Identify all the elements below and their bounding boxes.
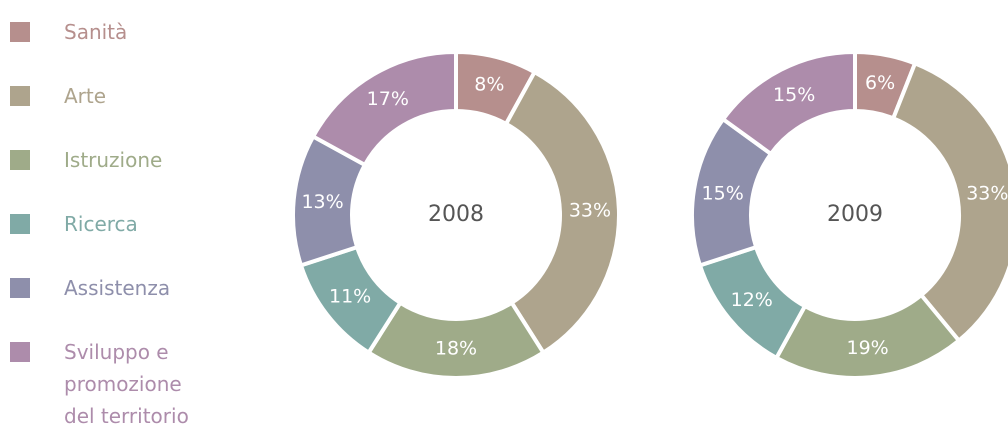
donut-slice: [890, 60, 1008, 344]
legend-swatch: [10, 342, 30, 362]
legend-swatch: [10, 150, 30, 170]
slice-label: 8%: [474, 74, 504, 96]
slice-label: 17%: [367, 88, 409, 110]
legend-item: Sanità: [0, 16, 240, 80]
slice-label: 13%: [301, 191, 343, 213]
legend-item: Ricerca: [0, 208, 240, 272]
legend-label: Istruzione: [64, 148, 163, 172]
legend-label: Sviluppo e promozione del territorio: [64, 340, 189, 428]
legend-label: Arte: [64, 84, 107, 108]
slice-label: 6%: [865, 72, 895, 94]
slice-label: 19%: [846, 337, 888, 359]
legend-swatch: [10, 214, 30, 234]
legend-label: Ricerca: [64, 212, 138, 236]
donut-slice: [310, 49, 458, 168]
donut-slice: [720, 49, 857, 157]
slice-label: 15%: [773, 84, 815, 106]
legend-item: Sviluppo e promozione del territorio: [0, 336, 240, 428]
slice-label: 18%: [435, 338, 477, 360]
slice-label: 33%: [569, 199, 611, 221]
donut-center-label: 2009: [827, 202, 883, 227]
legend-item: Arte: [0, 80, 240, 144]
slice-label: 11%: [329, 286, 371, 308]
legend-swatch: [10, 278, 30, 298]
donut-slice: [503, 69, 621, 356]
slice-label: 15%: [702, 183, 744, 205]
donut-center-label: 2008: [428, 202, 484, 227]
legend-swatch: [10, 22, 30, 42]
slice-label: 33%: [966, 183, 1008, 205]
slice-label: 12%: [731, 289, 773, 311]
legend-item: Assistenza: [0, 272, 240, 336]
legend-label: Assistenza: [64, 276, 171, 300]
legend-item: Istruzione: [0, 144, 240, 208]
legend-swatch: [10, 86, 30, 106]
legend-label: Sanità: [64, 20, 128, 44]
